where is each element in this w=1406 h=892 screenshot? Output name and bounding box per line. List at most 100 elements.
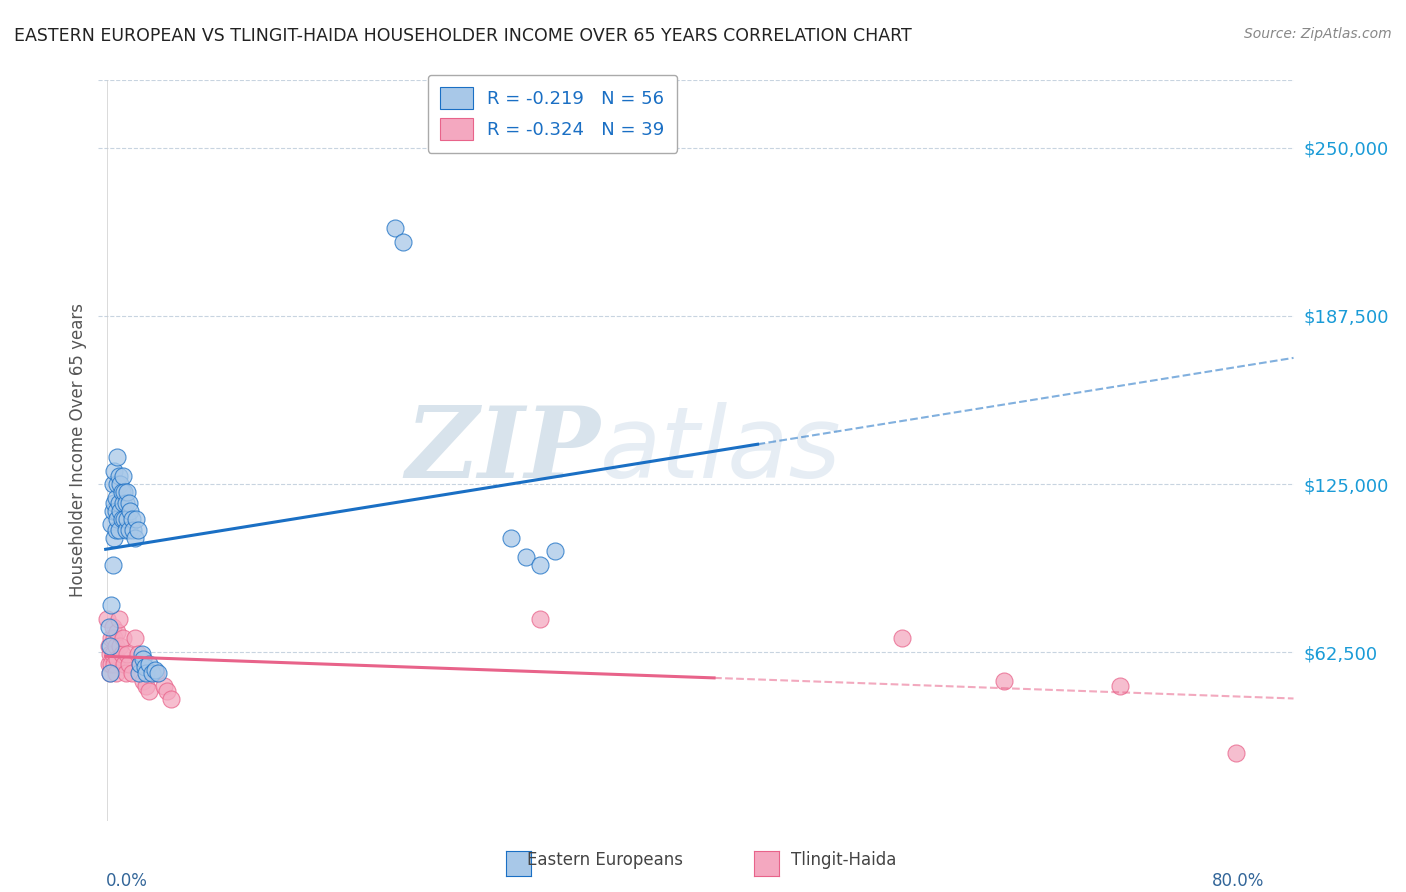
Point [146, 665, 169, 680]
Point [118, 496, 141, 510]
Point [108, 639, 131, 653]
Point [104, 665, 127, 680]
Point [101, 477, 124, 491]
Point [115, 496, 138, 510]
Point [122, 523, 145, 537]
Point [544, 544, 567, 558]
Text: Eastern Europeans: Eastern Europeans [527, 851, 682, 869]
Point [115, 665, 138, 680]
Point [114, 657, 136, 672]
Point [107, 612, 129, 626]
Point [98, 647, 121, 661]
Point [145, 665, 167, 680]
Point [134, 660, 156, 674]
Point [98, 639, 121, 653]
Point [127, 647, 149, 661]
Point [127, 523, 149, 537]
Point [155, 684, 177, 698]
Point [108, 477, 131, 491]
Point [515, 549, 537, 564]
Point [501, 531, 523, 545]
Point [105, 625, 128, 640]
Point [1225, 747, 1247, 761]
Legend: R = -0.219   N = 56, R = -0.324   N = 39: R = -0.219 N = 56, R = -0.324 N = 39 [427, 75, 678, 153]
Point [138, 657, 160, 672]
Point [103, 496, 125, 510]
Point [529, 558, 551, 572]
Point [125, 512, 148, 526]
Point [103, 531, 125, 545]
Point [112, 469, 135, 483]
Point [97, 620, 120, 634]
Point [103, 657, 125, 672]
Point [121, 665, 143, 680]
Point [101, 504, 124, 518]
Point [104, 639, 127, 653]
Point [100, 631, 122, 645]
Point [112, 496, 135, 510]
Point [107, 523, 129, 537]
Point [101, 558, 124, 572]
Point [1108, 679, 1130, 693]
Point [104, 523, 127, 537]
Point [124, 531, 146, 545]
Text: 80.0%: 80.0% [1212, 872, 1264, 890]
Point [124, 631, 146, 645]
Text: atlas: atlas [600, 402, 842, 499]
Point [105, 450, 128, 465]
Point [100, 657, 122, 672]
Point [101, 647, 124, 661]
Point [141, 665, 163, 680]
Point [103, 631, 125, 645]
Point [105, 512, 128, 526]
Point [96, 612, 118, 626]
Point [129, 657, 152, 672]
Point [114, 512, 136, 526]
Text: Source: ZipAtlas.com: Source: ZipAtlas.com [1244, 27, 1392, 41]
Point [100, 517, 122, 532]
Point [152, 679, 174, 693]
Point [132, 652, 155, 666]
Point [120, 504, 142, 518]
Point [98, 665, 121, 680]
Point [118, 523, 141, 537]
Point [105, 477, 128, 491]
Point [110, 647, 132, 661]
Point [97, 639, 120, 653]
Point [104, 504, 127, 518]
Point [112, 631, 135, 645]
Y-axis label: Householder Income Over 65 years: Householder Income Over 65 years [69, 303, 87, 598]
Point [110, 485, 132, 500]
Point [143, 663, 166, 677]
Point [107, 469, 129, 483]
Text: Tlingit-Haida: Tlingit-Haida [792, 851, 896, 869]
Point [97, 657, 120, 672]
Point [114, 485, 136, 500]
Point [98, 665, 121, 680]
Point [100, 599, 122, 613]
Point [108, 504, 131, 518]
Point [115, 523, 138, 537]
Point [101, 620, 124, 634]
Point [110, 512, 132, 526]
Point [138, 684, 160, 698]
Point [128, 665, 150, 680]
Point [160, 692, 183, 706]
Point [103, 464, 125, 478]
Point [135, 665, 157, 680]
Text: ZIP: ZIP [405, 402, 600, 499]
Point [891, 631, 914, 645]
Point [129, 657, 152, 672]
Point [118, 657, 141, 672]
Point [117, 647, 139, 661]
Text: EASTERN EUROPEAN VS TLINGIT-HAIDA HOUSEHOLDER INCOME OVER 65 YEARS CORRELATION C: EASTERN EUROPEAN VS TLINGIT-HAIDA HOUSEH… [14, 27, 912, 45]
Point [131, 647, 153, 661]
Point [117, 512, 139, 526]
Text: 0.0%: 0.0% [105, 872, 148, 890]
Point [529, 612, 551, 626]
Point [384, 221, 406, 235]
Point [117, 485, 139, 500]
Point [132, 673, 155, 688]
Point [391, 235, 413, 249]
Point [121, 512, 143, 526]
